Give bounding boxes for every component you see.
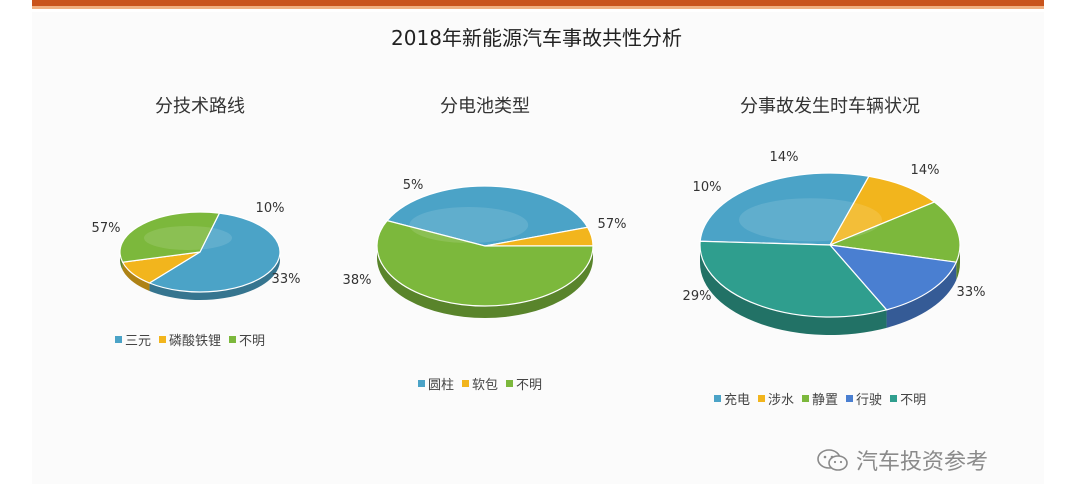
chart-3-legend: 充电 涉水 静置 行驶 不明 (714, 389, 926, 408)
legend-item: 涉水 (758, 389, 794, 408)
pie-chart-1: 57% 10% 33% (92, 201, 301, 300)
pie-3-wall-5 (700, 245, 887, 335)
top-banner (0, 0, 1073, 12)
chart-2-legend: 圆柱 软包 不明 (418, 374, 542, 393)
legend-label: 涉水 (768, 393, 795, 408)
pie-1-label-2: 10% (256, 201, 285, 216)
legend-swatch (159, 336, 167, 343)
pie-3-label-5: 33% (957, 285, 986, 300)
pie-2-slice-圆柱 (386, 185, 589, 247)
legend-item: 充电 (714, 389, 750, 408)
legend-label: 不明 (516, 378, 543, 393)
pie-1-slice-三元 (148, 212, 281, 293)
legend-swatch (418, 380, 425, 387)
legend-swatch (462, 380, 470, 387)
legend-item: 三元 (115, 330, 151, 349)
pie-3-slice-充电 (699, 172, 870, 246)
watermark-text: 汽车投资参考 (856, 450, 989, 475)
legend-label: 不明 (239, 334, 266, 349)
pie-chart-3: 29% 10% 14% 14% 33% (683, 150, 986, 335)
pie-1-wall-3 (120, 252, 123, 271)
pie-1-wall-1 (149, 252, 280, 300)
chart-2-title: 分电池类型 (440, 96, 530, 117)
legend-item: 不明 (506, 374, 542, 393)
pie-chart-2-walls (377, 246, 593, 318)
top-banner-band (32, 0, 1044, 6)
pie-2-label-2: 5% (403, 178, 424, 193)
pie-3-label-4: 14% (911, 163, 940, 178)
legend-item: 圆柱 (418, 374, 454, 393)
watermark: 汽车投资参考 (816, 444, 988, 476)
pie-2-label-1: 38% (343, 273, 372, 288)
legend-label: 充电 (724, 393, 751, 408)
legend-item: 软包 (462, 374, 498, 393)
pie-1-label-3: 33% (272, 272, 301, 287)
pie-3-slice-不明 (699, 240, 888, 318)
pie-1-slice-不明 (119, 211, 221, 263)
legend-label: 软包 (472, 378, 499, 393)
pie-3-slice-涉水 (828, 175, 936, 247)
chart-1-legend: 三元 磷酸铁锂 不明 (115, 330, 265, 349)
legend-label: 磷酸铁锂 (169, 334, 222, 349)
legend-swatch (714, 395, 721, 402)
chart-1-title: 分技术路线 (155, 96, 245, 117)
legend-swatch (802, 395, 810, 402)
pie-3-slice-静置 (827, 201, 961, 263)
legend-label: 三元 (125, 334, 152, 349)
pie-3-wall-4 (886, 262, 957, 328)
pie-1-label-1: 57% (92, 221, 121, 236)
legend-item: 行驶 (846, 389, 882, 408)
legend-item: 不明 (229, 330, 265, 349)
pie-1-gloss (144, 226, 232, 250)
pie-3-label-3: 14% (770, 150, 799, 165)
top-banner-line (32, 6, 1044, 9)
chart-3-title: 分事故发生时车辆状况 (740, 96, 920, 117)
pie-2-label-3: 57% (598, 217, 627, 232)
legend-swatch (506, 380, 514, 387)
legend-label: 静置 (812, 393, 839, 408)
wechat-icon (817, 449, 848, 471)
legend-label: 行驶 (856, 393, 883, 408)
legend-swatch (758, 395, 766, 402)
pie-2-slice-不明 (376, 219, 594, 307)
legend-label: 不明 (900, 393, 927, 408)
legend-item: 磷酸铁锂 (159, 330, 221, 349)
legend-swatch (890, 395, 898, 402)
main-title: 2018年新能源汽车事故共性分析 (391, 26, 682, 50)
legend-item: 静置 (802, 389, 838, 408)
pie-chart-2: 38% 5% 57% (343, 178, 627, 318)
pie-2-wall-3 (377, 246, 593, 318)
legend-swatch (115, 336, 122, 343)
pie-3-label-2: 10% (693, 180, 722, 195)
pie-3-gloss (739, 198, 882, 242)
legend-label: 圆柱 (428, 378, 455, 393)
legend-swatch (846, 395, 854, 402)
legend-item: 不明 (890, 389, 926, 408)
pie-3-slice-行驶 (828, 244, 958, 311)
pie-2-gloss (409, 207, 529, 243)
legend-swatch (229, 336, 237, 343)
pie-3-label-1: 29% (683, 289, 712, 304)
